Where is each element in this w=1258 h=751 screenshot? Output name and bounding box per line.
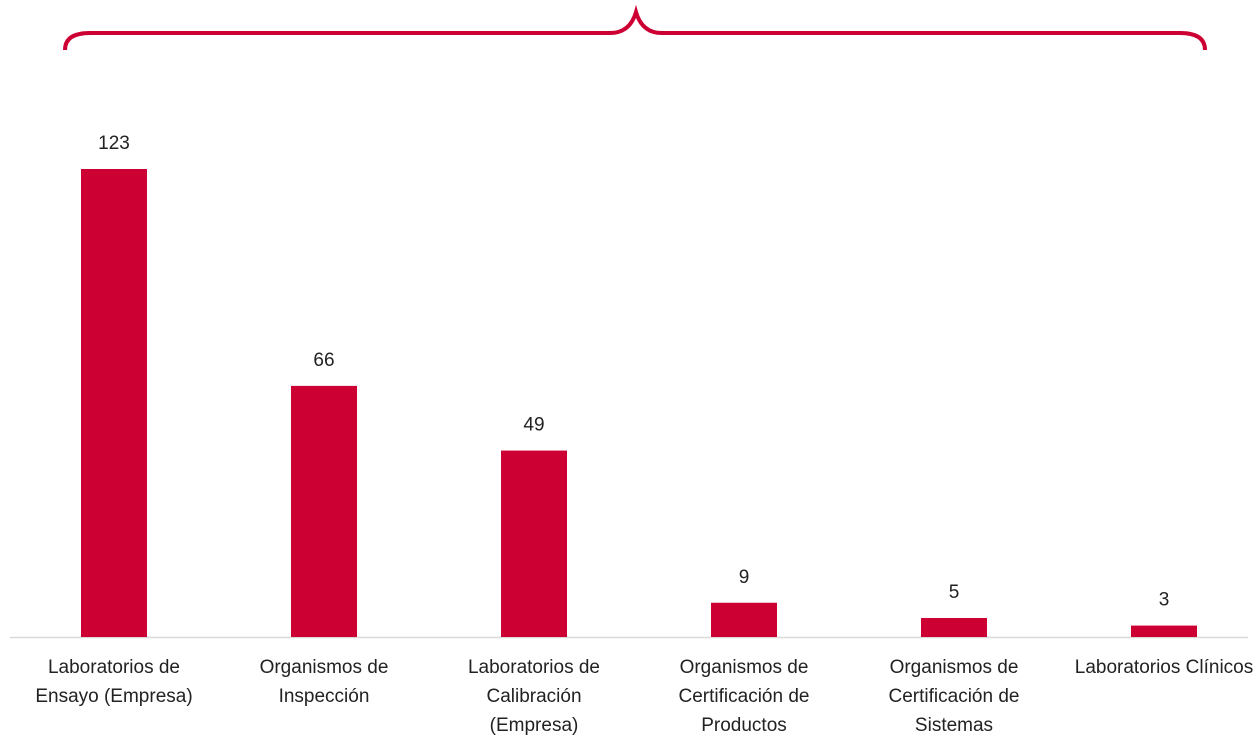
bar [921, 617, 987, 637]
value-label: 5 [949, 582, 960, 603]
value-label: 9 [739, 567, 750, 588]
x-tick-label: Organismos de Inspección [259, 657, 389, 707]
x-tick-label: Laboratorios de Calibración (Empresa) [467, 657, 601, 736]
bar [1131, 625, 1197, 637]
x-tick-label: Organismos de Certificación de Sistemas [888, 657, 1020, 736]
bar [291, 385, 357, 637]
value-label: 3 [1159, 590, 1170, 611]
brace [63, 4, 1207, 51]
bar [81, 169, 147, 637]
value-label: 49 [523, 415, 544, 436]
bar [711, 602, 777, 637]
value-label: 123 [98, 133, 130, 154]
x-tick-label: Laboratorios de Ensayo (Empresa) [35, 657, 193, 707]
x-tick-label: Organismos de Certificación de Productos [678, 657, 810, 736]
x-tick-label: Laboratorios Clínicos [1074, 657, 1254, 678]
bar [501, 450, 567, 637]
value-label: 66 [313, 350, 334, 371]
